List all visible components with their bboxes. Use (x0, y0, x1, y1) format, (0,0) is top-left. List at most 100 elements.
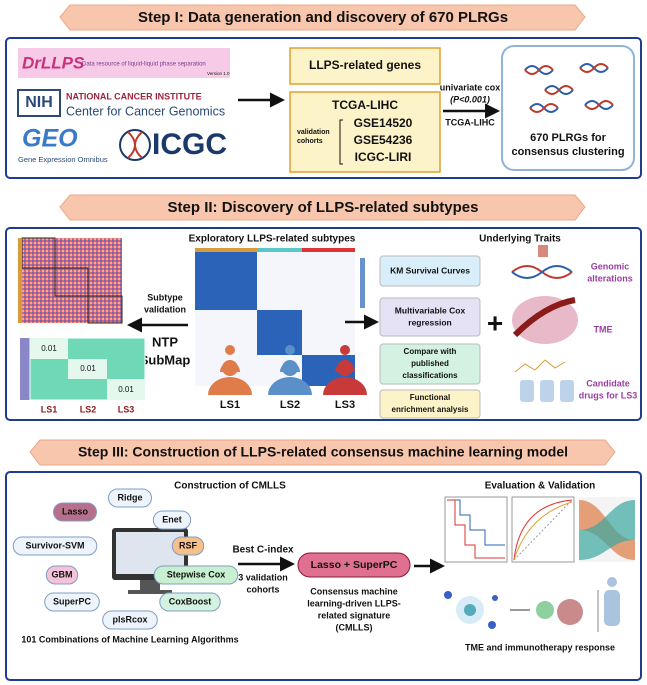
icon-label: Candidate (586, 378, 630, 388)
algorithm: Stepwise Cox (167, 569, 226, 579)
plus: + (487, 307, 503, 338)
logo-subtitle: Gene Expression Omnibus (18, 155, 108, 164)
decoration (282, 360, 298, 376)
arrow-label: 3 validation (238, 572, 288, 582)
logo-subtitle: Data resource of liquid-liquid phase sep… (82, 62, 206, 68)
axis-label: LS3 (118, 404, 135, 414)
cohort: GSE54236 (354, 133, 413, 147)
result: 670 PLRGs for (530, 132, 607, 144)
decoration (540, 380, 554, 402)
decoration (195, 248, 257, 252)
arrow-label: Subtype (147, 292, 183, 302)
algorithm: RSF (179, 540, 198, 550)
panel-title: Exploratory LLPS-related subtypes (189, 234, 356, 245)
model: Lasso + SuperPC (311, 559, 398, 571)
box-label: LLPS-related genes (309, 58, 421, 72)
trait: enrichment analysis (392, 405, 469, 414)
signature: Consensus machine (310, 586, 398, 596)
decoration (18, 238, 22, 323)
decoration (604, 590, 620, 626)
method: NTP (152, 334, 178, 349)
decoration (302, 248, 355, 252)
decoration (557, 599, 583, 625)
signature: related signature (318, 610, 391, 620)
axis-label: LS2 (80, 404, 97, 414)
decoration (20, 338, 30, 400)
logo: ICGC (152, 128, 227, 161)
icon-label: alterations (587, 273, 633, 283)
trait: published (411, 359, 449, 368)
step-title: Step II: Discovery of LLPS-related subty… (168, 199, 479, 216)
cohort: GSE14520 (354, 116, 413, 130)
result: consensus clustering (511, 146, 624, 158)
trait: KM Survival Curves (390, 265, 470, 275)
arrow-label: (P<0.001) (450, 94, 490, 104)
decoration (492, 595, 498, 601)
arrow-label: Best C-index (232, 545, 294, 556)
signature: learning-driven LLPS- (307, 598, 401, 608)
subtype: LS2 (280, 399, 300, 411)
algorithm: SuperPC (53, 596, 92, 606)
decoration (536, 601, 554, 619)
decoration (340, 345, 350, 355)
algorithm: CoxBoost (169, 596, 212, 606)
method: SubMap (140, 352, 191, 367)
logo: NIH (25, 94, 53, 111)
decoration (464, 604, 476, 616)
algorithm: plsRcox (112, 614, 147, 624)
cell-value: 0.01 (118, 385, 134, 394)
trait: Multivariable Cox (395, 305, 466, 315)
step-title: Step III: Construction of LLPS-related c… (78, 444, 568, 460)
decoration (225, 345, 235, 355)
arrow-label: univariate cox (440, 82, 501, 92)
algorithm: Lasso (62, 506, 89, 516)
decoration (520, 380, 534, 402)
arrow-label: cohorts (246, 584, 279, 594)
logo-version: Version 1.0 (207, 71, 230, 76)
arrow-label: validation (144, 304, 186, 314)
icon-label: drugs for LS3 (579, 390, 638, 400)
decoration (222, 360, 238, 376)
logo: GEO (22, 125, 78, 153)
algorithm: Ridge (117, 492, 142, 502)
trait: classifications (402, 371, 458, 380)
trait: regression (408, 317, 451, 327)
decoration (607, 577, 617, 587)
decoration (538, 245, 548, 257)
logo: DrLLPS (22, 53, 85, 72)
cohort: TCGA-LIHC (332, 98, 398, 112)
panel-title: Construction of CMLLS (174, 481, 286, 492)
icon-label: TME (594, 324, 613, 334)
caption: 101 Combinations of Machine Learning Alg… (21, 634, 238, 644)
decoration (515, 360, 565, 372)
decoration (22, 238, 122, 323)
decoration (337, 360, 353, 376)
bracket-label: cohorts (297, 138, 323, 145)
trait: Compare with (404, 347, 457, 356)
arrow-label: TCGA-LIHC (445, 117, 495, 127)
algorithm: GBM (52, 569, 73, 579)
decoration (560, 380, 574, 402)
algorithm: Enet (162, 514, 182, 524)
logo: NATIONAL CANCER INSTITUTE (66, 91, 202, 101)
decoration (257, 310, 302, 355)
subtype: LS3 (335, 399, 355, 411)
axis-label: LS1 (41, 404, 58, 414)
panel-title: Evaluation & Validation (485, 481, 596, 492)
panel-title: Underlying Traits (479, 234, 561, 245)
decoration (444, 591, 452, 599)
algorithm: Survivor-SVM (25, 540, 84, 550)
cell-value: 0.01 (41, 344, 57, 353)
step-title: Step I: Data generation and discovery of… (138, 9, 508, 26)
decoration (128, 132, 142, 158)
signature: (CMLLS) (336, 622, 373, 632)
decoration (285, 345, 295, 355)
cohort: ICGC-LIRI (355, 150, 412, 164)
caption: TME and immunotherapy response (465, 642, 615, 652)
decoration (257, 248, 302, 252)
logo: Center for Cancer Genomics (66, 104, 225, 118)
decoration (512, 497, 574, 562)
bracket-label: validation (297, 129, 330, 136)
icon-label: Genomic (591, 261, 630, 271)
